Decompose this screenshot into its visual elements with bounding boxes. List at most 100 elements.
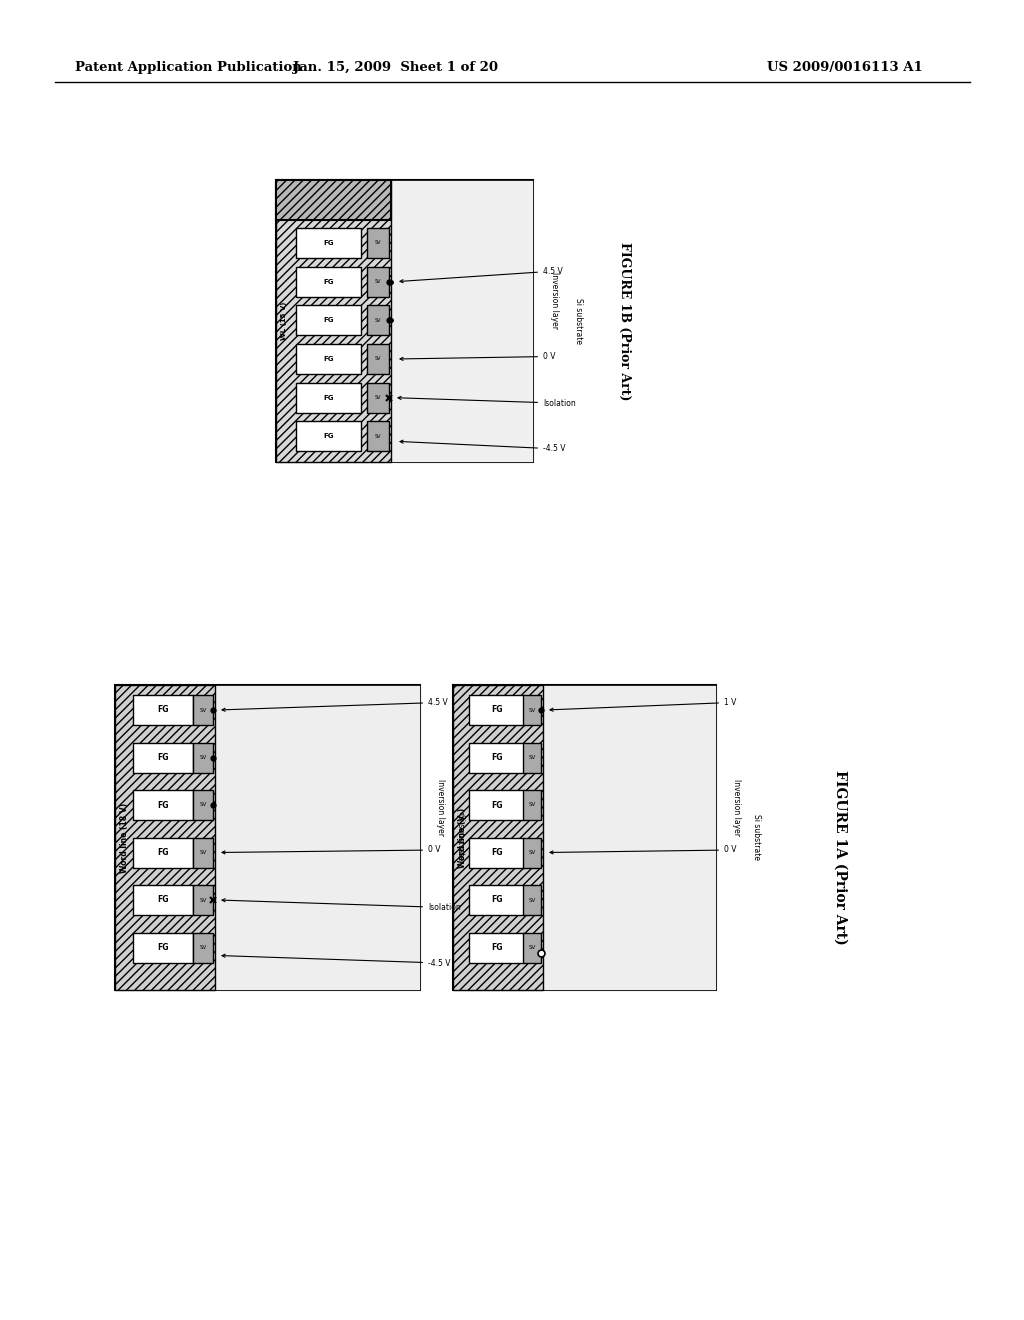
Text: 1 V: 1 V [550, 698, 736, 711]
Text: Word line (18 V): Word line (18 V) [121, 803, 129, 873]
Text: FG: FG [324, 279, 334, 285]
Bar [193, 696, 213, 725]
Bar [296, 267, 361, 297]
Bar [367, 421, 389, 451]
Text: Patent Application Publication: Patent Application Publication [75, 62, 302, 74]
Text: SV: SV [528, 708, 536, 713]
Text: Si substrate: Si substrate [456, 814, 465, 861]
Text: SV: SV [528, 850, 536, 855]
Text: FG: FG [158, 800, 169, 809]
Text: SV: SV [528, 803, 536, 808]
Text: FG: FG [158, 847, 169, 857]
Bar [469, 884, 524, 915]
Text: 4.5 V: 4.5 V [400, 267, 563, 282]
Text: Word line (V₀): Word line (V₀) [459, 808, 468, 867]
Text: FG: FG [490, 705, 502, 714]
Text: Si substrate: Si substrate [573, 298, 583, 345]
Bar [133, 742, 193, 772]
Bar [193, 742, 213, 772]
Bar [523, 742, 541, 772]
Text: FG: FG [324, 317, 334, 323]
Text: Si substrate: Si substrate [752, 814, 761, 861]
Text: SV: SV [375, 240, 381, 246]
Text: 0 V: 0 V [400, 352, 555, 360]
Bar [469, 789, 524, 820]
Bar [296, 228, 361, 257]
Bar [523, 789, 541, 820]
Text: SV: SV [375, 279, 381, 284]
Bar [469, 696, 524, 725]
Bar [367, 267, 389, 297]
Bar [523, 837, 541, 867]
Text: SV: SV [528, 898, 536, 903]
Text: WL (15 V): WL (15 V) [281, 302, 287, 341]
Text: FG: FG [490, 800, 502, 809]
Bar [469, 837, 524, 867]
Bar [453, 685, 543, 990]
Bar [367, 345, 389, 374]
Bar [133, 932, 193, 962]
Bar [296, 383, 361, 413]
Bar [193, 932, 213, 962]
Text: FG: FG [324, 433, 334, 440]
Text: SV: SV [200, 898, 207, 903]
Text: SV: SV [375, 356, 381, 362]
Bar [453, 685, 716, 990]
Text: SV: SV [200, 850, 207, 855]
Text: FG: FG [490, 895, 502, 904]
Text: FIGURE 1A (Prior Art): FIGURE 1A (Prior Art) [833, 770, 847, 945]
Text: SV: SV [200, 945, 207, 950]
Bar [523, 884, 541, 915]
Text: FG: FG [490, 942, 502, 952]
Text: Jan. 15, 2009  Sheet 1 of 20: Jan. 15, 2009 Sheet 1 of 20 [293, 62, 498, 74]
Bar [133, 696, 193, 725]
Text: SV: SV [200, 708, 207, 713]
Bar [367, 228, 389, 257]
Bar [469, 932, 524, 962]
Bar [367, 305, 389, 335]
Bar [133, 837, 193, 867]
Text: FG: FG [158, 895, 169, 904]
Bar [193, 884, 213, 915]
Text: Inversion layer: Inversion layer [731, 779, 740, 836]
Text: FG: FG [490, 752, 502, 762]
Text: SV: SV [528, 945, 536, 950]
Text: -4.5 V: -4.5 V [400, 440, 565, 453]
Bar [296, 305, 361, 335]
Bar [523, 932, 541, 962]
Bar [276, 180, 391, 220]
Bar [543, 685, 716, 990]
Text: -4.5 V: -4.5 V [222, 954, 451, 968]
Text: 4.5 V: 4.5 V [222, 698, 447, 711]
Text: SV: SV [375, 318, 381, 323]
Bar [115, 685, 420, 990]
Text: Isolation: Isolation [398, 396, 575, 408]
Bar [276, 180, 534, 462]
Text: SV: SV [375, 395, 381, 400]
Text: 0 V: 0 V [550, 846, 736, 854]
Text: SV: SV [375, 434, 381, 438]
Text: SV: SV [200, 803, 207, 808]
Bar [296, 345, 361, 374]
Bar [523, 696, 541, 725]
Bar [367, 383, 389, 413]
Text: SV: SV [528, 755, 536, 760]
Text: FG: FG [324, 240, 334, 246]
Text: Inversion layer: Inversion layer [551, 272, 559, 330]
Text: FG: FG [158, 942, 169, 952]
Text: FG: FG [158, 752, 169, 762]
Text: 0 V: 0 V [222, 846, 440, 854]
Text: US 2009/0016113 A1: US 2009/0016113 A1 [767, 62, 923, 74]
Bar [193, 789, 213, 820]
Bar [276, 180, 391, 462]
Text: Inversion layer: Inversion layer [435, 779, 444, 836]
Text: FG: FG [324, 395, 334, 401]
Text: FG: FG [158, 705, 169, 714]
Text: FIGURE 1B (Prior Art): FIGURE 1B (Prior Art) [618, 242, 632, 400]
Bar [133, 789, 193, 820]
Text: FG: FG [490, 847, 502, 857]
Bar [193, 837, 213, 867]
Bar [115, 685, 215, 990]
Bar [391, 180, 534, 462]
Text: SV: SV [200, 755, 207, 760]
